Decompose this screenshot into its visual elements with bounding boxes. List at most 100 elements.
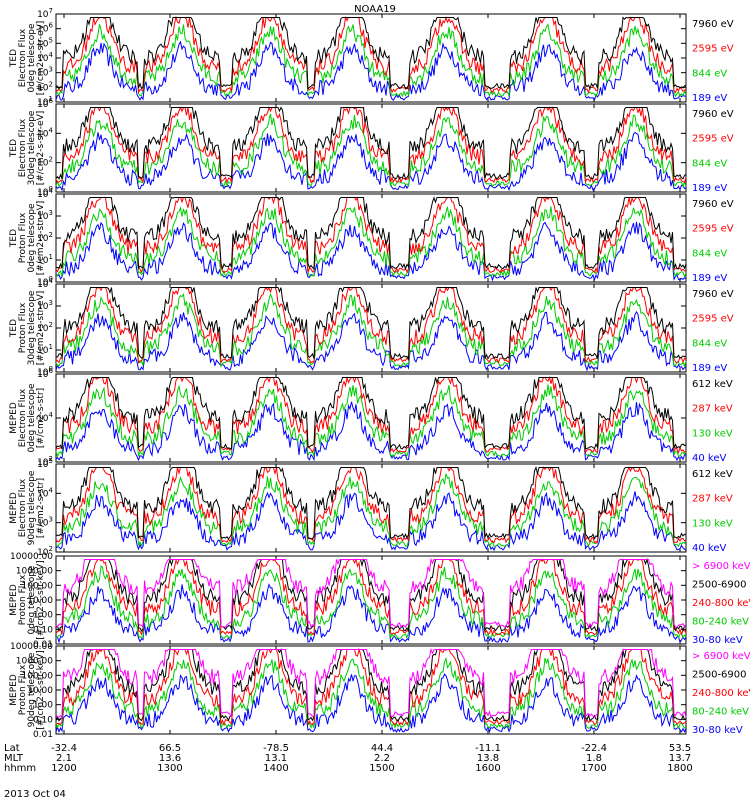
y-tick-label: 100.00	[22, 581, 54, 591]
series-line	[55, 196, 687, 271]
y-tick-label: 103	[37, 516, 53, 529]
y-axis-label: [#/cm2-s-str-keV]	[36, 650, 46, 729]
panel-8: 0.01 0.10 1.00 10.00 100.00 1000.00 10000.00 ME…	[9, 642, 750, 740]
series-line	[55, 221, 687, 282]
y-tick-label: 102	[37, 455, 53, 468]
y-axis-label: [#/cm2-s-str-eV]	[36, 291, 46, 366]
panel-3: 100 101 102 103 104 TED Proton Flux 0deg telesc…	[9, 187, 734, 288]
y-tick-label: 104	[37, 126, 53, 139]
y-tick-label: 1.00	[33, 701, 53, 711]
y-tick-label: 102	[37, 231, 53, 244]
series-line	[55, 466, 687, 544]
y-axis-label: Electron Flux	[18, 388, 28, 447]
x-tick-label: 1400	[263, 763, 288, 774]
legend-entry: 2595 eV	[692, 44, 734, 55]
legend-entry: 130 keV	[692, 518, 733, 529]
y-axis-label: 0deg telescope	[27, 383, 37, 453]
legend-entry: 844 eV	[692, 338, 727, 349]
legend-entry: 30-80 keV	[692, 725, 743, 736]
panel-4: 100 101 102 103 104 TED Proton Flux 30deg teles…	[9, 277, 734, 378]
x-tick-label: 44.4	[371, 743, 393, 754]
x-tick-label: -11.1	[475, 743, 501, 754]
panel-2: 100 102 104 106 TED Electron Flux 30deg telesc…	[9, 97, 734, 198]
legend-entry: 240-800 keV	[692, 688, 750, 699]
y-axis-label: Proton Flux	[18, 212, 28, 263]
y-tick-label: 100	[37, 185, 53, 198]
y-tick-label: 100	[37, 365, 53, 378]
series-line	[55, 15, 687, 94]
x-tick-label: 66.5	[159, 743, 181, 754]
y-axis-label: MEPED	[9, 584, 19, 616]
panel-5: 102 104 106 MEPED Electron Flux 0deg telescop…	[9, 367, 733, 468]
y-tick-label: 101	[37, 253, 53, 266]
y-tick-label: 103	[37, 209, 53, 222]
x-tick-label: 53.5	[669, 743, 691, 754]
legend-entry: 2500-6900	[692, 670, 747, 681]
y-tick-label: 104	[37, 411, 53, 424]
y-tick-label: 105	[37, 36, 53, 49]
x-tick-label: -22.4	[581, 743, 607, 754]
y-tick-label: 106	[37, 367, 53, 380]
series-line	[55, 384, 687, 458]
legend-entry: 844 eV	[692, 158, 727, 169]
legend-entry: 40 keV	[692, 543, 726, 554]
series-line	[55, 401, 687, 462]
series-line	[55, 375, 687, 455]
legend-entry: 189 eV	[692, 363, 727, 374]
y-tick-label: 103	[37, 299, 53, 312]
y-axis-label: 0deg telescope	[27, 203, 37, 273]
x-tick-label: 13.7	[669, 753, 691, 764]
x-tick-label: 1600	[475, 763, 500, 774]
y-tick-label: 104	[37, 187, 53, 200]
y-tick-label: 103	[37, 66, 53, 79]
legend-entry: 7960 eV	[692, 19, 734, 30]
series-line	[55, 286, 687, 365]
y-axis-label: [#/cm2-s-str-eV]	[36, 21, 46, 96]
y-axis-label: MEPED	[9, 674, 19, 706]
y-axis-label: Electron Flux	[18, 478, 28, 537]
legend-entry: 2500-6900	[692, 580, 747, 591]
legend-entry: 7960 eV	[692, 109, 734, 120]
x-tick-label: 1700	[581, 763, 606, 774]
series-line	[55, 131, 687, 192]
x-tick-label: 2.1	[56, 753, 72, 764]
y-tick-label: 102	[37, 545, 53, 558]
legend-entry: 7960 eV	[692, 289, 734, 300]
panel-frame	[55, 283, 687, 373]
panel-6: 102 103 104 105 MEPED Electron Flux 90deg tele…	[9, 457, 733, 558]
legend-entry: 2595 eV	[692, 224, 734, 235]
y-axis-label: [#/cm2-s-str]	[36, 388, 46, 448]
date-label: 2013 Oct 04	[4, 789, 66, 800]
y-tick-label: 10000.00	[10, 552, 53, 562]
y-tick-label: 102	[37, 156, 53, 169]
legend-entry: 287 keV	[692, 404, 733, 415]
series-line	[55, 557, 687, 629]
series-line	[55, 16, 687, 91]
y-axis-label: TED	[9, 139, 19, 158]
y-axis-label: [#/cm2-s-str-eV]	[36, 201, 46, 276]
series-line	[55, 583, 687, 644]
y-tick-label: 100	[37, 275, 53, 288]
x-tick-label: 1800	[667, 763, 692, 774]
x-tick-label: 13.6	[159, 753, 181, 764]
legend-entry: 240-800 keV	[692, 598, 750, 609]
panel-frame	[55, 193, 687, 283]
x-tick-label: 1500	[369, 763, 394, 774]
y-axis-label: Electron Flux	[18, 118, 28, 177]
legend-entry: 844 eV	[692, 248, 727, 259]
y-axis-label: 90deg telescope	[27, 470, 37, 545]
legend-entry: 844 eV	[692, 68, 727, 79]
legend-entry: 189 eV	[692, 273, 727, 284]
legend-entry: 130 keV	[692, 428, 733, 439]
legend-entry: 30-80 keV	[692, 635, 743, 646]
y-tick-label: 104	[37, 51, 53, 64]
y-tick-label: 0.01	[33, 730, 53, 740]
y-tick-label: 106	[37, 22, 53, 35]
series-line	[55, 196, 687, 274]
y-axis-label: [#/cm2-s-str]	[36, 478, 46, 538]
legend-entry: 612 keV	[692, 469, 733, 480]
y-tick-label: 10.00	[27, 686, 53, 696]
